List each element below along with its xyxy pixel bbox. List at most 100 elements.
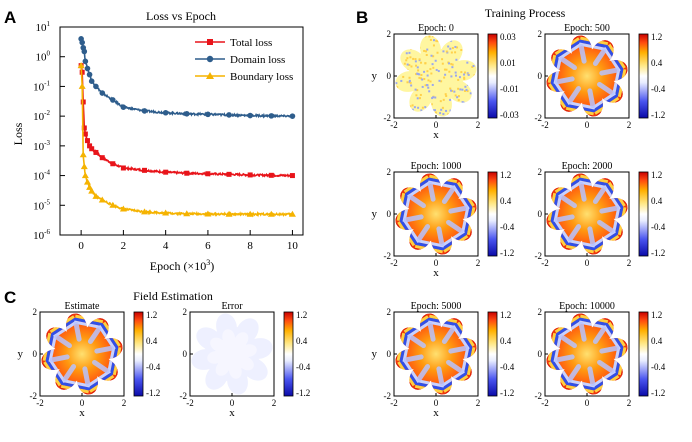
subplot-y-label: y	[372, 348, 378, 360]
subplot-title: Epoch: 500	[564, 23, 610, 34]
loss-series-point-2	[225, 210, 233, 217]
colorbar-tick-label: -0.4	[651, 222, 666, 232]
colorbar	[133, 311, 144, 397]
loss-series-point-1	[226, 112, 232, 118]
field-estimation-title: Field Estimation	[133, 289, 213, 303]
field-region	[395, 313, 477, 395]
colorbar-tick-label: -1.2	[146, 388, 160, 398]
loss-series-point-2	[77, 62, 85, 69]
subplot-y-tick: 2	[387, 307, 392, 317]
legend-label-2: Boundary loss	[230, 71, 293, 83]
loss-series-point-2	[183, 210, 191, 217]
subplot-y-tick: 0	[183, 349, 188, 359]
loss-series-point-2	[88, 187, 96, 194]
loss-series-point-1	[268, 113, 275, 119]
colorbar-tick-label: 1.2	[651, 32, 662, 42]
colorbar-tick-label: 1.2	[651, 310, 662, 320]
loss-x-tick-label: 10	[287, 240, 299, 252]
colorbar-tick-label: 1.2	[651, 170, 662, 180]
loss-series-point-0	[93, 149, 99, 155]
subplot-y-tick: 0	[387, 71, 392, 81]
loss-series-point-2	[109, 201, 117, 208]
loss-series-point-0	[226, 171, 232, 177]
colorbar	[283, 311, 294, 397]
subplot-y-tick: 0	[387, 349, 392, 359]
subplot-y-tick: 2	[387, 29, 392, 39]
subplot-x-tick: 2	[476, 120, 481, 130]
loss-series-point-1	[82, 58, 89, 65]
colorbar-tick-label: 1.2	[146, 310, 157, 320]
loss-series-point-2	[80, 163, 88, 170]
colorbar-tick-label: 0.4	[146, 336, 158, 346]
loss-series-point-1	[79, 39, 85, 46]
subplot-y-tick: 0	[33, 349, 38, 359]
field-region	[395, 173, 477, 255]
colorbar-tick-label: -1.2	[500, 388, 514, 398]
subplot-x-tick: 2	[272, 398, 277, 408]
subplot-y-tick: 0	[387, 209, 392, 219]
loss-series-point-1	[120, 104, 127, 110]
loss-x-tick-label: 6	[205, 240, 211, 252]
colorbar-tick-label: -1.2	[651, 248, 665, 258]
colorbar-tick-label: -1.2	[651, 388, 665, 398]
colorbar-tick-label: -1.2	[651, 110, 665, 120]
subplot-y-tick: 2	[538, 307, 543, 317]
subplot-y-tick: 2	[387, 167, 392, 177]
heatmap-subplot: Epoch: 1000 -2 0 2 2 0 -2 x y 1.2 0.4 -0.4 -1.2	[372, 161, 515, 279]
colorbar	[638, 311, 649, 397]
loss-series-point-2	[92, 192, 100, 199]
subplot-x-tick: 0	[80, 398, 85, 408]
field-region	[395, 35, 477, 117]
loss-x-tick-label: 2	[121, 240, 127, 252]
loss-series-point-1	[289, 113, 296, 119]
subplot-x-tick: -2	[541, 120, 549, 130]
subplot-x-tick: 2	[476, 398, 481, 408]
heatmap-subplot: Epoch: 2000 -2 0 2 2 0 -2 1.2 0.4 -0.4 -1.2	[535, 161, 666, 268]
loss-series-point-1	[183, 110, 190, 117]
loss-chart: Loss vs Epoch Loss Epoch (×103) 0 2 4 6 8 101…	[11, 9, 304, 273]
subplot-x-tick: 0	[434, 398, 439, 408]
subplot-y-tick: 0	[538, 71, 543, 81]
colorbar	[487, 33, 498, 119]
loss-series-point-1	[162, 109, 169, 116]
heatmap-subplot: Epoch: 0 -2 0 2 2 0 -2 x y 0.03 0.01 -0.01 -0.03	[372, 23, 520, 141]
loss-series-point-1	[93, 83, 99, 90]
legend-label-0: Total loss	[230, 37, 272, 49]
field-region	[41, 313, 123, 395]
colorbar-tick-label: 0.03	[500, 32, 516, 42]
legend-label-1: Domain loss	[230, 54, 285, 66]
subplot-x-tick: 0	[585, 258, 590, 268]
subplot-x-tick: 0	[585, 398, 590, 408]
panel-label-c: C	[4, 288, 16, 307]
subplot-y-label: y	[18, 348, 24, 360]
subplot-title: Epoch: 1000	[411, 161, 462, 172]
field-region	[191, 313, 273, 395]
loss-series-point-0	[99, 155, 105, 161]
colorbar-tick-label: -0.4	[296, 362, 311, 372]
subplot-x-tick: -2	[186, 398, 194, 408]
loss-y-tick-label: 10-3	[33, 139, 50, 153]
loss-series-point-0	[84, 138, 90, 144]
subplot-y-tick: -2	[535, 391, 543, 401]
heatmap-subplot: Epoch: 10000 -2 0 2 2 0 -2 1.2 0.4 -0.4 -1.2	[535, 301, 666, 408]
loss-series-point-0	[80, 99, 86, 105]
colorbar-tick-label: 1.2	[296, 310, 307, 320]
colorbar-tick-label: -0.01	[500, 84, 519, 94]
colorbar	[487, 171, 498, 257]
colorbar-tick-label: -0.4	[500, 222, 515, 232]
subplot-x-tick: 2	[627, 398, 632, 408]
colorbar-tick-label: -0.03	[500, 110, 519, 120]
loss-y-tick-label: 10-4	[33, 169, 50, 183]
subplot-y-tick: 0	[538, 349, 543, 359]
colorbar	[638, 171, 649, 257]
loss-series-point-2	[141, 208, 149, 215]
loss-series-point-0	[81, 125, 87, 131]
loss-y-tick-label: 10-1	[33, 79, 50, 93]
loss-series-point-0	[184, 170, 190, 176]
loss-series-point-1	[84, 65, 91, 72]
subplot-x-label: x	[433, 129, 439, 141]
colorbar-tick-label: 0.4	[651, 58, 663, 68]
heatmap-subplot: Error -2 0 2 2 0 -2 x 1.2 0.4 -0.4 -1.2	[180, 301, 311, 419]
loss-series-point-1	[86, 71, 93, 78]
